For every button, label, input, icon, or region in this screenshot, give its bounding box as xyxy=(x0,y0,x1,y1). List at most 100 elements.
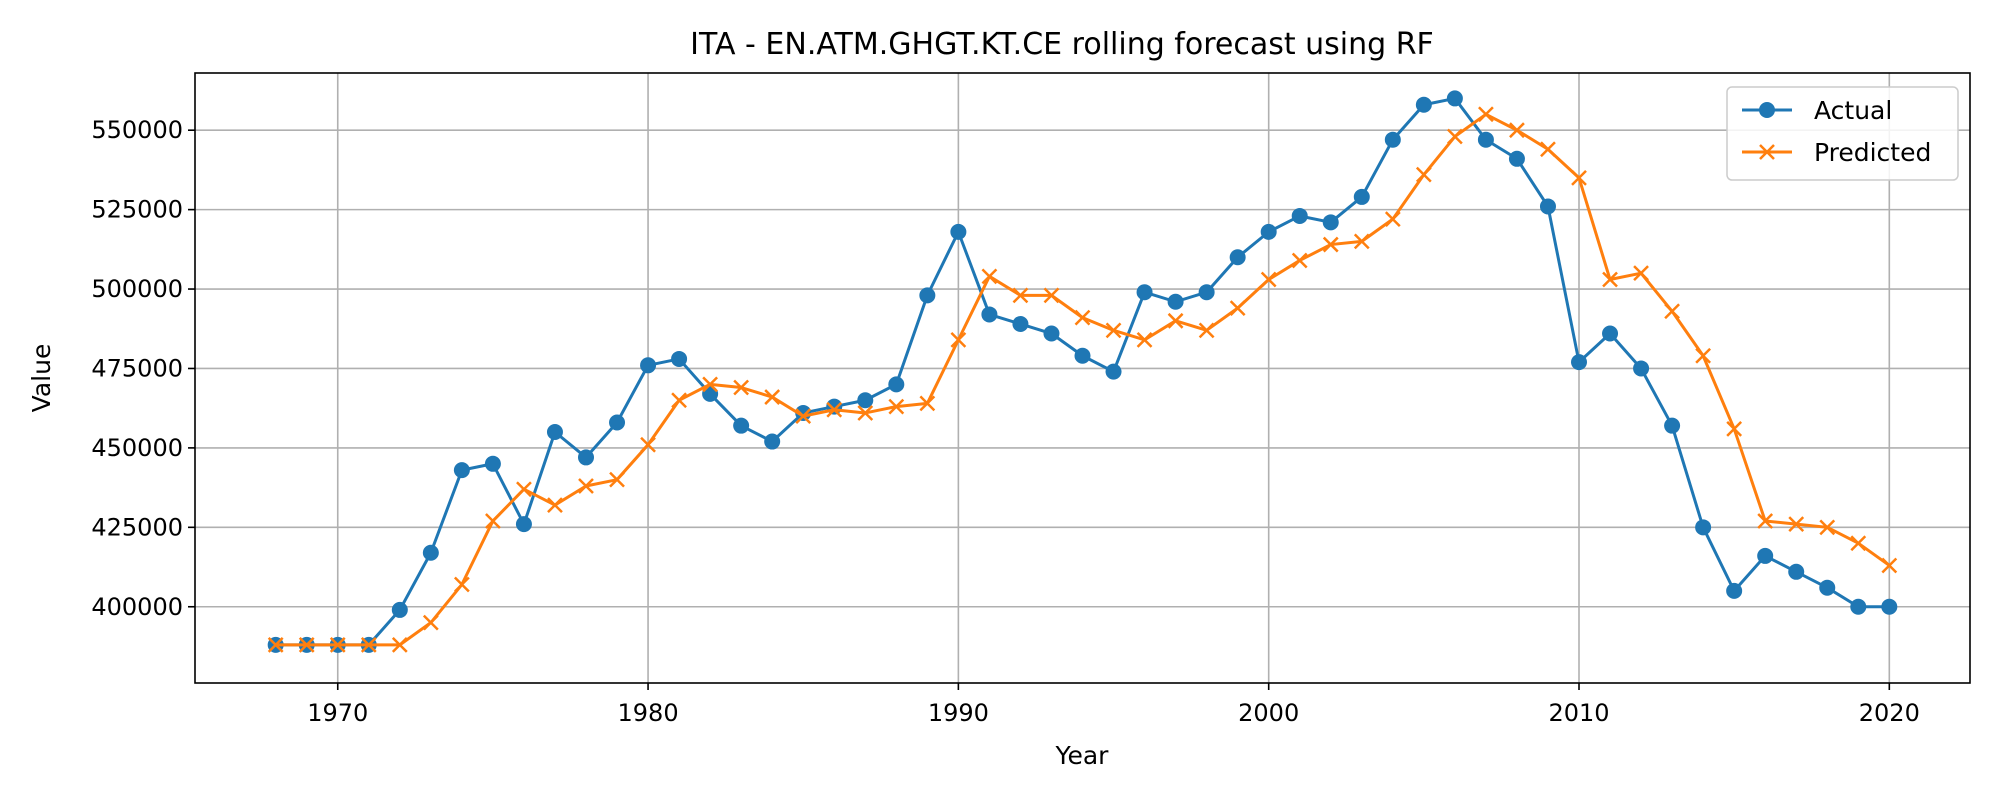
x-tick-label: 1970 xyxy=(307,699,368,727)
x-tick-label: 2000 xyxy=(1238,699,1299,727)
data-point-predicted xyxy=(1260,271,1277,288)
data-point-actual xyxy=(515,516,532,533)
x-axis: 1970 1980 1990 2000 2010 2020 xyxy=(307,683,1920,727)
data-point-predicted xyxy=(360,636,377,653)
data-point-predicted xyxy=(919,395,936,412)
data-point-predicted xyxy=(609,471,625,488)
data-point-predicted xyxy=(298,636,315,653)
data-point-actual xyxy=(577,449,594,466)
data-point-actual xyxy=(453,462,470,479)
data-point-actual xyxy=(1384,131,1401,148)
data-point-predicted xyxy=(1881,557,1898,574)
data-point-predicted xyxy=(1540,141,1556,158)
data-point-actual xyxy=(1726,582,1743,599)
data-point-predicted xyxy=(1322,236,1339,253)
data-point-actual xyxy=(1167,293,1184,310)
data-point-predicted xyxy=(1136,331,1153,348)
data-point-actual xyxy=(1602,325,1619,342)
y-tick-label: 500000 xyxy=(91,275,183,303)
data-point-actual xyxy=(1105,363,1122,380)
data-point-predicted xyxy=(888,398,905,415)
data-point-predicted xyxy=(1384,211,1401,228)
data-point-actual xyxy=(764,433,781,450)
data-point-actual xyxy=(422,544,439,561)
data-point-actual xyxy=(1881,598,1898,615)
x-tick-label: 1980 xyxy=(618,699,679,727)
data-point-predicted xyxy=(1788,516,1805,533)
data-point-actual xyxy=(1508,150,1525,167)
data-point-actual xyxy=(888,376,905,393)
data-point-predicted xyxy=(733,379,750,396)
data-point-actual xyxy=(1539,198,1556,215)
data-point-predicted xyxy=(1012,287,1029,304)
data-point-predicted xyxy=(578,478,594,494)
data-point-predicted xyxy=(950,331,967,348)
data-point-actual xyxy=(1229,249,1246,266)
data-point-predicted xyxy=(1571,169,1587,186)
data-point-predicted xyxy=(453,576,470,593)
data-point-predicted xyxy=(1509,122,1525,139)
data-point-predicted xyxy=(1819,519,1836,536)
data-point-predicted xyxy=(329,636,346,653)
data-point-predicted xyxy=(1353,233,1370,250)
data-point-predicted xyxy=(547,497,563,513)
legend: Actual Predicted xyxy=(1726,86,1959,181)
data-point-actual xyxy=(484,455,501,472)
data-point-actual xyxy=(1695,519,1712,536)
data-point-actual xyxy=(950,223,967,240)
data-point-predicted xyxy=(1757,513,1774,529)
legend-marker-predicted xyxy=(1759,144,1775,160)
data-point-actual xyxy=(1043,325,1060,342)
x-tick-label: 2010 xyxy=(1548,699,1609,727)
data-point-actual xyxy=(795,404,812,421)
data-point-actual xyxy=(857,392,874,409)
data-point-actual xyxy=(1446,90,1463,107)
y-tick-label: 400000 xyxy=(91,593,183,621)
y-axis-label: Value xyxy=(27,344,56,413)
data-point-predicted xyxy=(485,513,501,529)
data-point-predicted xyxy=(1446,128,1463,145)
legend-label-predicted: Predicted xyxy=(1814,138,1931,167)
data-point-predicted xyxy=(1695,347,1712,364)
data-point-predicted xyxy=(1074,309,1091,326)
y-tick-label: 475000 xyxy=(91,354,183,382)
data-point-predicted xyxy=(702,376,719,393)
data-point-actual xyxy=(1819,579,1836,596)
legend-marker-actual xyxy=(1759,102,1775,118)
data-point-predicted xyxy=(764,389,781,405)
data-point-predicted xyxy=(1478,106,1494,123)
data-point-actual xyxy=(981,306,998,323)
data-point-actual xyxy=(1260,223,1277,240)
data-point-actual xyxy=(1571,354,1588,371)
data-point-predicted xyxy=(671,392,687,409)
data-point-predicted xyxy=(422,614,439,631)
x-axis-label: Year xyxy=(1055,741,1110,770)
data-point-actual xyxy=(919,287,936,304)
data-point-actual xyxy=(733,417,750,434)
y-tick-label: 450000 xyxy=(91,434,183,462)
chart-title: ITA - EN.ATM.GHGT.KT.CE rolling forecast… xyxy=(690,27,1434,62)
data-point-predicted xyxy=(857,405,874,421)
data-point-predicted xyxy=(1043,287,1060,304)
y-tick-label: 525000 xyxy=(91,196,183,224)
data-point-predicted xyxy=(516,481,532,498)
y-tick-label: 550000 xyxy=(91,116,183,144)
data-point-predicted xyxy=(795,408,812,425)
data-point-actual xyxy=(1136,284,1153,301)
data-point-predicted xyxy=(1229,300,1246,316)
data-point-actual xyxy=(609,414,626,431)
y-axis: 400000 425000 450000 475000 500000 525000 5500… xyxy=(91,116,195,621)
data-point-actual xyxy=(1322,214,1339,231)
data-point-actual xyxy=(1353,188,1370,205)
data-point-actual xyxy=(671,350,688,367)
data-point-actual xyxy=(1664,417,1681,434)
data-point-actual xyxy=(1415,96,1432,113)
data-point-actual xyxy=(1788,563,1805,580)
data-point-predicted xyxy=(981,268,998,285)
data-point-predicted xyxy=(1105,322,1122,339)
plot-frame xyxy=(194,72,1971,684)
data-point-predicted xyxy=(826,401,843,418)
data-point-actual xyxy=(1850,598,1867,615)
data-point-actual xyxy=(1633,360,1650,377)
